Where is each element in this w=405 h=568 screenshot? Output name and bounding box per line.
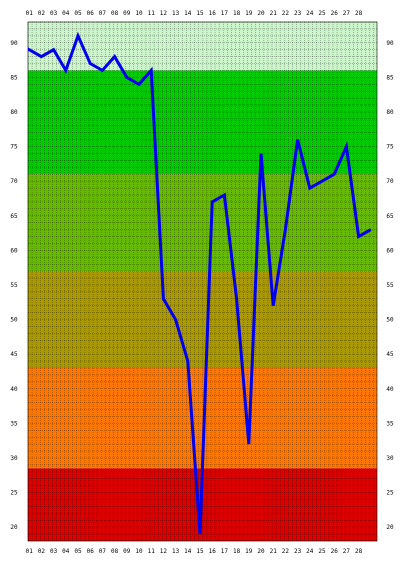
y-tick-left-35: 35 (10, 420, 18, 427)
y-tick-left-20: 20 (10, 524, 18, 531)
y-tick-right-70: 70 (386, 178, 394, 185)
y-tick-right-20: 20 (386, 524, 394, 531)
x-tick-bottom-14: 14 (184, 548, 192, 555)
x-tick-top-28: 28 (355, 10, 363, 17)
x-tick-top-14: 14 (184, 10, 192, 17)
y-tick-right-75: 75 (386, 144, 394, 151)
x-tick-bottom-21: 21 (270, 548, 278, 555)
y-tick-left-30: 30 (10, 455, 18, 462)
x-tick-bottom-25: 25 (318, 548, 326, 555)
x-tick-top-27: 27 (343, 10, 351, 17)
x-tick-top-15: 15 (196, 10, 204, 17)
x-tick-top-24: 24 (306, 10, 314, 17)
x-tick-top-02: 02 (38, 10, 46, 17)
y-tick-left-55: 55 (10, 282, 18, 289)
x-tick-top-26: 26 (331, 10, 339, 17)
x-tick-top-04: 04 (62, 10, 70, 17)
x-tick-top-21: 21 (270, 10, 278, 17)
x-tick-bottom-02: 02 (38, 548, 46, 555)
x-tick-bottom-05: 05 (74, 548, 82, 555)
x-tick-top-11: 11 (148, 10, 156, 17)
x-tick-top-05: 05 (74, 10, 82, 17)
band-0 (28, 22, 377, 71)
y-tick-left-70: 70 (10, 178, 18, 185)
y-tick-right-30: 30 (386, 455, 394, 462)
plot-frame (27, 21, 378, 542)
y-tick-left-65: 65 (10, 213, 18, 220)
y-tick-right-45: 45 (386, 351, 394, 358)
x-tick-top-20: 20 (257, 10, 265, 17)
x-tick-bottom-10: 10 (135, 548, 143, 555)
y-tick-left-85: 85 (10, 74, 18, 81)
x-tick-bottom-12: 12 (160, 548, 168, 555)
y-tick-right-35: 35 (386, 420, 394, 427)
x-tick-top-07: 07 (99, 10, 107, 17)
y-tick-right-50: 50 (386, 317, 394, 324)
x-tick-bottom-18: 18 (233, 548, 241, 555)
x-tick-bottom-27: 27 (343, 548, 351, 555)
x-tick-bottom-11: 11 (148, 548, 156, 555)
x-tick-top-22: 22 (282, 10, 290, 17)
x-tick-bottom-13: 13 (172, 548, 180, 555)
x-tick-bottom-08: 08 (111, 548, 119, 555)
y-tick-right-85: 85 (386, 74, 394, 81)
x-tick-bottom-19: 19 (245, 548, 253, 555)
x-tick-bottom-24: 24 (306, 548, 314, 555)
x-tick-top-09: 09 (123, 10, 131, 17)
y-tick-right-25: 25 (386, 490, 394, 497)
x-tick-bottom-06: 06 (87, 548, 95, 555)
y-tick-left-60: 60 (10, 247, 18, 254)
x-tick-bottom-17: 17 (221, 548, 229, 555)
y-tick-right-60: 60 (386, 247, 394, 254)
series-layer (28, 31, 372, 535)
x-tick-top-25: 25 (318, 10, 326, 17)
tick-label-layer: 01 01 02 02 03 03 04 04 05 05 06 06 07 07 08 08 09 09 10 10… (10, 10, 394, 555)
x-tick-bottom-23: 23 (294, 548, 302, 555)
x-tick-bottom-20: 20 (257, 548, 265, 555)
x-tick-top-19: 19 (245, 10, 253, 17)
y-tick-right-55: 55 (386, 282, 394, 289)
y-tick-left-25: 25 (10, 490, 18, 497)
y-tick-left-75: 75 (10, 144, 18, 151)
y-tick-right-40: 40 (386, 386, 394, 393)
y-tick-left-45: 45 (10, 351, 18, 358)
y-tick-right-65: 65 (386, 213, 394, 220)
x-tick-top-01: 01 (26, 10, 34, 17)
x-tick-top-13: 13 (172, 10, 180, 17)
x-tick-bottom-16: 16 (209, 548, 217, 555)
y-tick-left-80: 80 (10, 109, 18, 116)
x-tick-top-16: 16 (209, 10, 217, 17)
y-tick-left-50: 50 (10, 317, 18, 324)
y-tick-right-80: 80 (386, 109, 394, 116)
x-tick-top-03: 03 (50, 10, 58, 17)
x-tick-bottom-22: 22 (282, 548, 290, 555)
x-tick-bottom-04: 04 (62, 548, 70, 555)
x-tick-top-18: 18 (233, 10, 241, 17)
x-tick-top-08: 08 (111, 10, 119, 17)
x-tick-bottom-01: 01 (26, 548, 34, 555)
band-1 (28, 70, 377, 175)
x-tick-top-12: 12 (160, 10, 168, 17)
x-tick-bottom-07: 07 (99, 548, 107, 555)
x-tick-bottom-26: 26 (331, 548, 339, 555)
series-line-0 (28, 31, 372, 535)
y-tick-left-90: 90 (10, 40, 18, 47)
x-tick-bottom-28: 28 (355, 548, 363, 555)
x-tick-bottom-03: 03 (50, 548, 58, 555)
x-tick-top-06: 06 (87, 10, 95, 17)
x-tick-bottom-15: 15 (196, 548, 204, 555)
x-tick-bottom-09: 09 (123, 548, 131, 555)
y-tick-right-90: 90 (386, 40, 394, 47)
x-tick-top-17: 17 (221, 10, 229, 17)
y-tick-left-40: 40 (10, 386, 18, 393)
x-tick-top-10: 10 (135, 10, 143, 17)
x-tick-top-23: 23 (294, 10, 302, 17)
